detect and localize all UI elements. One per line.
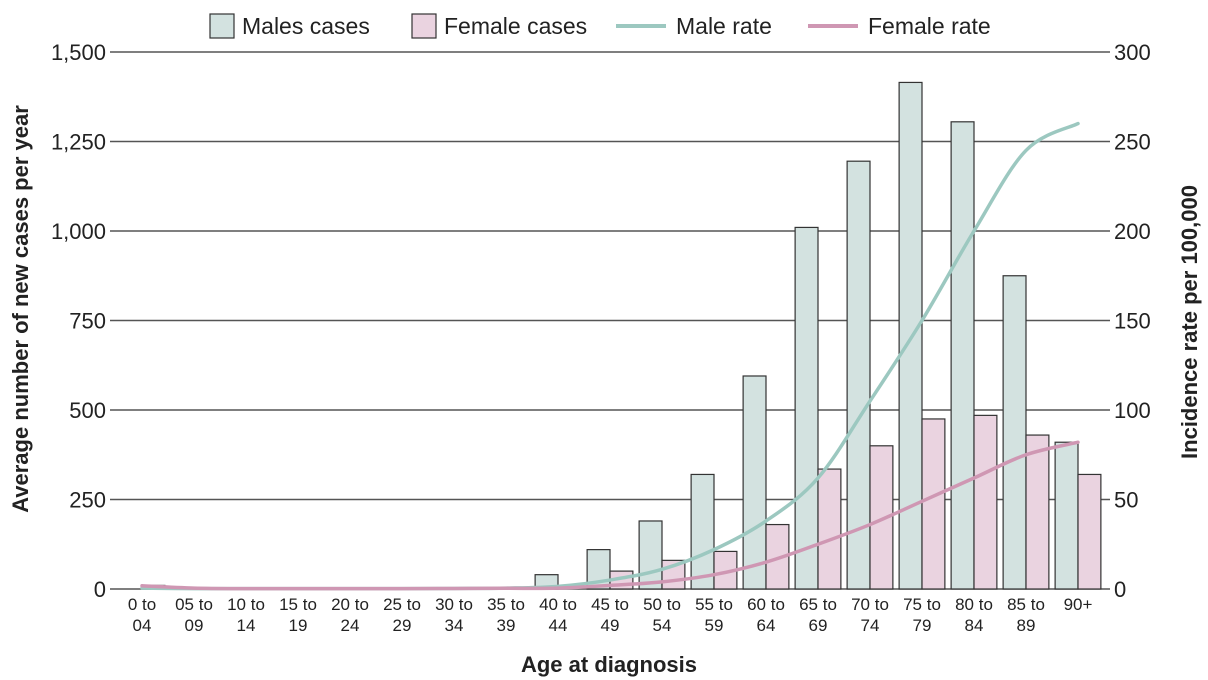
- male-case-bar: [690, 473, 715, 590]
- male-case-bar: [846, 160, 871, 590]
- legend: Males cases Female cases Male rate Female r…: [209, 13, 991, 39]
- y-tick-label: 250: [69, 488, 106, 513]
- y-tick-label: 1,250: [51, 130, 106, 155]
- left-axis-ticks: 0 250 500 750 1,000 1,250 1,500: [51, 40, 106, 602]
- male-case-bar: [950, 121, 975, 590]
- x-tick-label: 20 to 24: [331, 595, 369, 635]
- x-tick-label: 35 to 39: [487, 595, 525, 635]
- x-tick-label: 80 to 84: [955, 595, 993, 635]
- x-axis-ticks: 0 to 04 05 to 09 10 to 14 15 to 19 20 to 24 25 to 2…: [128, 595, 1093, 635]
- x-tick-label: 90+: [1064, 595, 1093, 614]
- y-tick-label: 500: [69, 398, 106, 423]
- female-case-bar: [869, 445, 894, 590]
- y2-tick-label: 0: [1114, 577, 1126, 602]
- y2-tick-label: 100: [1114, 398, 1151, 423]
- x-tick-label: 10 to 14: [227, 595, 265, 635]
- right-axis-ticks: 0 50 100 150 200 250 300: [1114, 40, 1151, 602]
- female-rate-line: [140, 440, 1080, 591]
- male-case-bar: [742, 375, 767, 590]
- y-tick-label: 1,500: [51, 40, 106, 65]
- male-case-bar: [1002, 275, 1027, 590]
- y2-axis-title: Incidence rate per 100,000: [1177, 185, 1202, 459]
- y2-tick-label: 150: [1114, 309, 1151, 334]
- y2-tick-label: 50: [1114, 488, 1138, 513]
- legend-male-rate-label: Male rate: [676, 13, 772, 39]
- x-tick-label: 05 to 09: [175, 595, 213, 635]
- male-case-bar: [1054, 441, 1079, 590]
- x-tick-label: 25 to 29: [383, 595, 421, 635]
- legend-male-cases-label: Males cases: [242, 13, 370, 39]
- y-tick-label: 1,000: [51, 219, 106, 244]
- y2-tick-label: 200: [1114, 219, 1151, 244]
- female-case-bar: [817, 468, 842, 590]
- y-tick-label: 0: [94, 577, 106, 602]
- legend-male-cases-swatch: [209, 13, 235, 39]
- legend-female-cases-swatch: [411, 13, 437, 39]
- x-tick-label: 85 to 89: [1007, 595, 1045, 635]
- x-tick-label: 70 to 74: [851, 595, 889, 635]
- x-tick-label: 55 to 59: [695, 595, 733, 635]
- x-axis-title: Age at diagnosis: [521, 652, 697, 677]
- x-tick-label: 75 to 79: [903, 595, 941, 635]
- y2-tick-label: 300: [1114, 40, 1151, 65]
- female-case-bar: [1025, 434, 1050, 590]
- female-case-bar: [921, 418, 946, 590]
- legend-female-rate-label: Female rate: [868, 13, 991, 39]
- male-case-bar: [794, 226, 819, 590]
- rate-lines: [140, 121, 1080, 591]
- x-tick-label: 50 to 54: [643, 595, 681, 635]
- y-axis-title: Average number of new cases per year: [8, 105, 33, 513]
- x-tick-label: 45 to 49: [591, 595, 629, 635]
- x-tick-label: 0 to 04: [128, 595, 156, 635]
- female-case-bar: [973, 414, 998, 590]
- x-tick-label: 60 to 64: [747, 595, 785, 635]
- y-tick-label: 750: [69, 309, 106, 334]
- y2-tick-label: 250: [1114, 130, 1151, 155]
- bars: [141, 81, 1102, 590]
- x-tick-label: 65 to 69: [799, 595, 837, 635]
- x-tick-label: 40 to 44: [539, 595, 577, 635]
- x-tick-label: 30 to 34: [435, 595, 473, 635]
- female-case-bar: [1077, 473, 1102, 590]
- male-case-bar: [586, 549, 611, 590]
- legend-female-cases-label: Female cases: [444, 13, 587, 39]
- x-tick-label: 15 to 19: [279, 595, 317, 635]
- male-case-bar: [638, 520, 663, 590]
- gridlines: [110, 51, 1110, 590]
